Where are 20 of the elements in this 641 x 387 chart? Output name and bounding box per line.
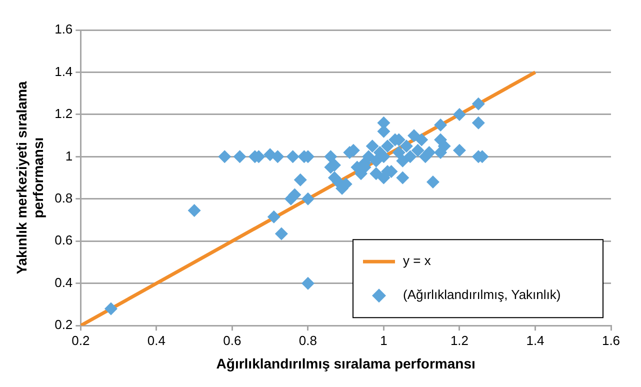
y-tick-label: 0.8 bbox=[54, 190, 73, 206]
y-tick-label: 0.6 bbox=[54, 232, 73, 248]
x-axis-title: Ağırlıklandırılmış sıralama performansı bbox=[216, 355, 476, 372]
y-tick-label: 1.6 bbox=[54, 22, 73, 37]
legend-label: (Ağırlıklandırılmış, Yakınlık) bbox=[403, 287, 561, 302]
y-tick-label: 0.2 bbox=[54, 317, 73, 332]
y-tick-label: 1 bbox=[65, 148, 73, 164]
x-tick-label: 0.6 bbox=[223, 332, 242, 348]
x-tick-label: 0.4 bbox=[147, 332, 166, 348]
x-tick-label: 0.8 bbox=[298, 332, 317, 348]
y-tick-label: 0.4 bbox=[54, 274, 73, 290]
x-tick-label: 0.2 bbox=[72, 332, 90, 348]
legend-label: y = x bbox=[403, 253, 432, 268]
x-tick-label: 1.6 bbox=[602, 332, 620, 348]
y-tick-label: 1.2 bbox=[54, 106, 73, 122]
x-tick-label: 1.4 bbox=[526, 332, 544, 348]
y-tick-label: 1.4 bbox=[54, 64, 73, 79]
x-tick-label: 1.2 bbox=[450, 332, 469, 348]
x-tick-label: 1 bbox=[380, 332, 388, 348]
y-axis-title: Yakınlık merkeziyeti sıralama performansı bbox=[13, 81, 46, 274]
